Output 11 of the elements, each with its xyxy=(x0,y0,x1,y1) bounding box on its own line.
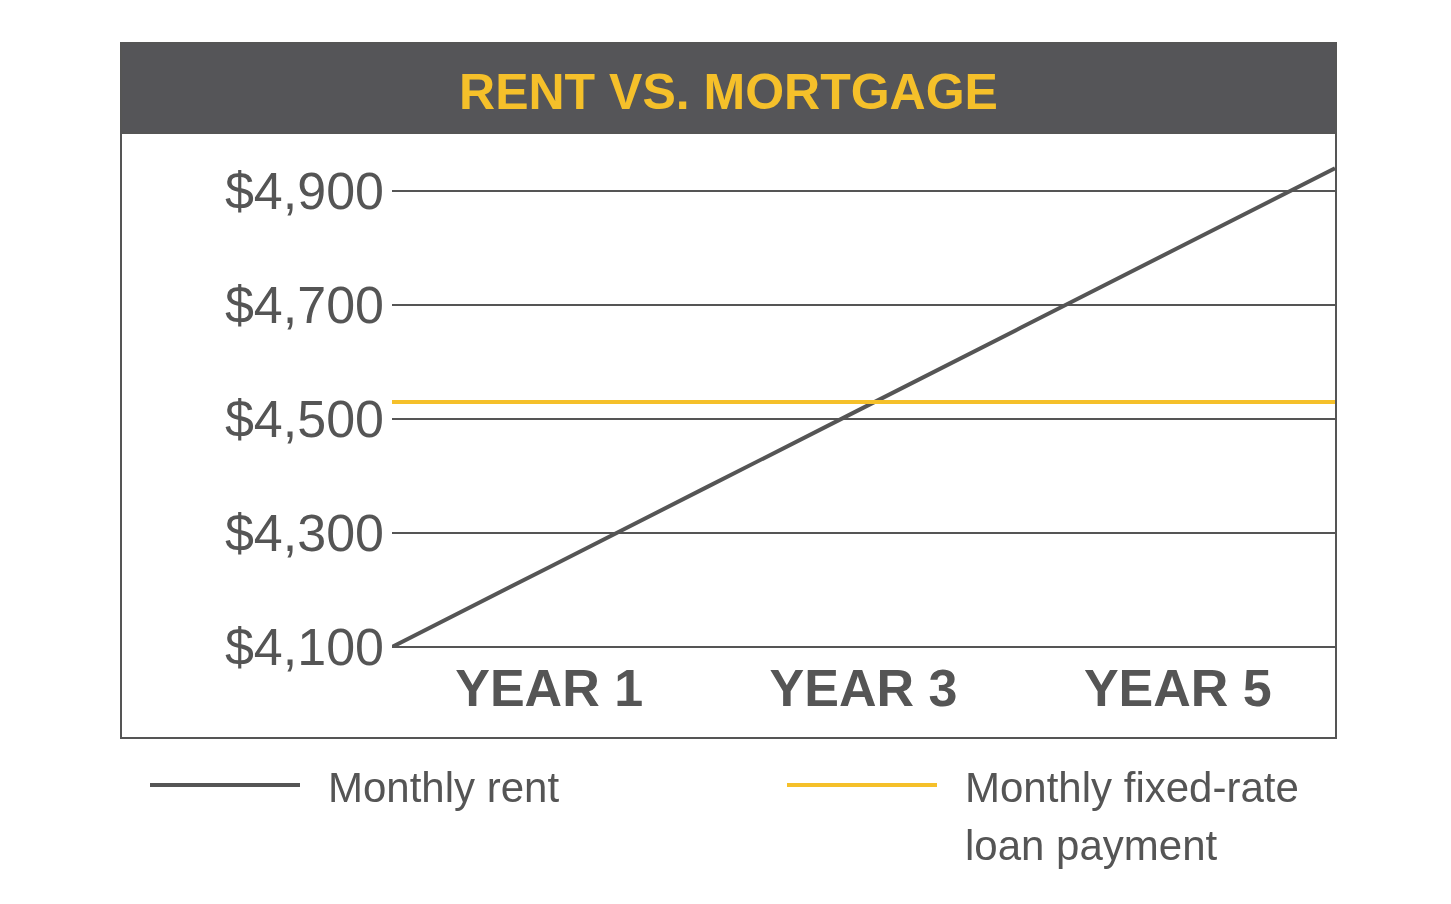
y-tick-label: $4,100 xyxy=(224,618,384,677)
x-tick-label: YEAR 1 xyxy=(455,658,644,717)
y-tick-label: $4,300 xyxy=(224,504,384,563)
legend-label: Monthly fixed-rate loan payment xyxy=(965,763,1300,871)
x-tick-label: YEAR 3 xyxy=(769,658,958,717)
y-tick-label: $4,700 xyxy=(224,276,384,335)
y-tick-label: $4,900 xyxy=(224,162,384,221)
legend-label: Monthly rent xyxy=(328,763,560,813)
x-tick-label: YEAR 5 xyxy=(1083,658,1272,717)
title-banner: RENT VS. MORTGAGE xyxy=(122,44,1335,132)
y-tick-label: $4,500 xyxy=(224,390,384,449)
